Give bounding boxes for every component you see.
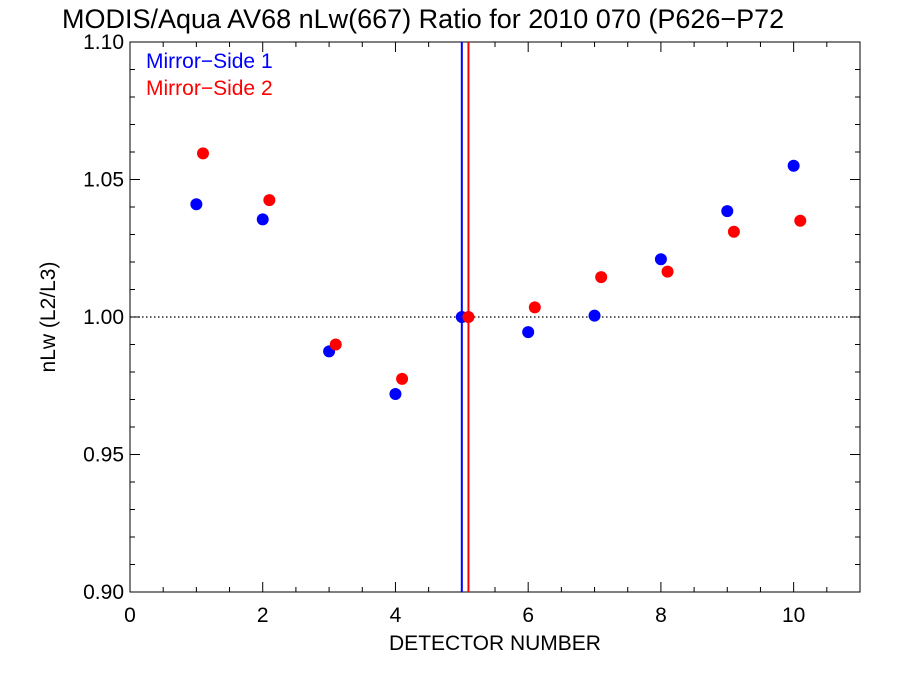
x-tick-label: 8 [655,604,667,627]
y-tick-label: 0.90 [83,581,124,604]
data-point [522,326,535,339]
data-point [588,309,601,322]
y-tick-label: 1.10 [83,31,124,54]
data-point [721,205,734,218]
y-tick-label: 0.95 [83,444,124,467]
x-tick-label: 6 [522,604,534,627]
y-tick-label: 1.00 [83,306,124,329]
data-point [389,388,402,400]
data-point [794,214,807,227]
x-tick-label: 4 [390,604,402,627]
data-point [727,225,740,238]
data-point [661,265,674,278]
data-point [263,194,276,207]
legend: Mirror−Side 1 Mirror−Side 2 [146,50,273,100]
data-points [190,147,807,400]
x-axis-label: DETECTOR NUMBER [389,632,601,655]
data-point [197,147,209,160]
data-point [329,338,342,351]
data-point [256,213,269,226]
x-tick-label: 10 [782,604,805,627]
legend-entry: Mirror−Side 1 [146,50,273,73]
data-point [595,271,608,284]
data-point [190,198,203,211]
y-tick-label: 1.05 [83,169,124,192]
x-tick-label: 2 [257,604,269,627]
legend-entry: Mirror−Side 2 [146,77,273,100]
x-tick-label: 0 [124,604,136,627]
data-point [396,372,409,385]
data-point [654,253,667,266]
data-point [528,301,541,314]
data-point [787,159,800,172]
chart-title: MODIS/Aqua AV68 nLw(667) Ratio for 2010 … [62,4,784,34]
axis-ticks: 0 2 4 6 8 10 0.90 0.95 1.00 1.05 1.10 [83,31,861,627]
data-point [462,311,475,323]
y-axis-label: nLw (L2/L3) [37,262,60,373]
